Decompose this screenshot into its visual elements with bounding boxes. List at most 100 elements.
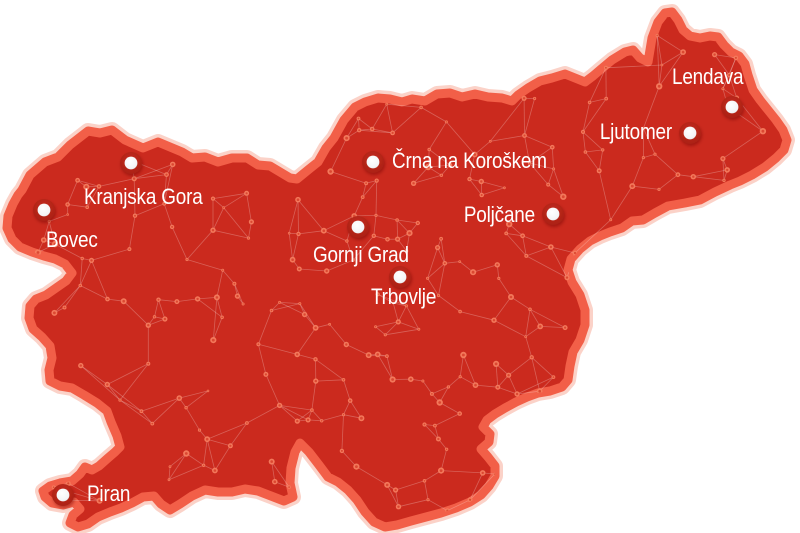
network-line	[526, 246, 552, 257]
network-line	[346, 344, 369, 356]
network-dot-core	[169, 466, 171, 468]
network-line	[80, 365, 121, 401]
network-dot-core	[288, 486, 290, 488]
network-line	[68, 482, 100, 502]
network-line	[362, 180, 378, 198]
network-dot-core	[90, 259, 93, 262]
network-dot-core	[426, 277, 429, 279]
network-dot-core	[311, 409, 313, 411]
network-line	[574, 219, 611, 254]
city-marker-kranjska-gora[interactable]	[120, 152, 142, 174]
network-dot-core	[582, 131, 584, 133]
network-dot-core	[196, 297, 199, 301]
city-marker-gornji-grad[interactable]	[347, 216, 369, 238]
network-dot-core	[106, 383, 109, 386]
network-dot-core	[184, 452, 188, 455]
network-dot-core	[386, 103, 388, 105]
network-line	[377, 354, 393, 380]
network-dot-core	[561, 195, 565, 199]
network-dot-core	[525, 336, 527, 338]
city-marker-piran[interactable]	[52, 484, 74, 506]
network-line	[654, 153, 679, 175]
network-line	[129, 215, 136, 250]
network-dot-core	[198, 429, 201, 431]
network-line	[67, 180, 78, 205]
network-line	[296, 327, 316, 355]
network-line	[323, 230, 348, 242]
network-dot-core	[656, 34, 658, 37]
network-line	[148, 318, 166, 326]
network-line	[529, 162, 554, 170]
network-line	[212, 207, 225, 231]
network-line	[396, 219, 398, 240]
network-line	[722, 130, 764, 159]
network-dot-core	[533, 97, 536, 100]
network-line	[643, 86, 660, 129]
city-marker-ljutomer[interactable]	[679, 122, 701, 144]
network-line	[631, 157, 644, 187]
network-line	[481, 181, 505, 189]
network-line	[714, 54, 736, 59]
network-dot-core	[247, 237, 250, 239]
network-line	[550, 246, 576, 254]
network-line	[258, 310, 272, 345]
network-line	[510, 296, 531, 310]
network-dot-core	[445, 121, 448, 123]
network-line	[107, 363, 149, 385]
network-dot-core	[692, 175, 695, 178]
marker-dot-icon	[393, 270, 407, 284]
marker-dot-icon	[37, 203, 51, 217]
network-line	[298, 230, 324, 235]
network-line	[427, 247, 438, 279]
network-line	[258, 343, 298, 355]
network-line	[246, 193, 252, 222]
network-line	[214, 445, 231, 471]
network-dot-core	[185, 406, 187, 409]
network-line	[506, 233, 523, 237]
network-dot-core	[538, 325, 542, 328]
network-line	[168, 466, 171, 480]
city-marker-lendava[interactable]	[721, 96, 743, 118]
network-line	[186, 453, 204, 466]
network-line	[346, 240, 354, 261]
city-marker-bovec[interactable]	[33, 199, 55, 221]
network-dot-core	[340, 449, 343, 452]
city-marker-trbovlje[interactable]	[389, 266, 411, 288]
network-line	[550, 246, 568, 278]
network-line	[321, 414, 344, 422]
network-line	[397, 219, 418, 224]
city-marker-poljcane[interactable]	[542, 203, 564, 225]
network-line	[524, 135, 530, 164]
network-dot-core	[459, 261, 461, 263]
network-line	[176, 298, 198, 302]
network-dot-core	[386, 238, 389, 241]
network-dot-core	[171, 225, 174, 228]
network-dot-core	[147, 324, 150, 327]
network-dot-core	[355, 465, 358, 468]
city-marker-crna-na-koroskem[interactable]	[362, 151, 384, 173]
network-line	[207, 438, 231, 447]
network-line	[354, 215, 377, 217]
network-dot-core	[642, 127, 645, 129]
network-dot-core	[681, 50, 685, 54]
network-line	[377, 293, 407, 307]
network-line	[497, 386, 518, 395]
network-dot-core	[525, 255, 528, 257]
network-dot-core	[459, 310, 461, 313]
network-line	[490, 135, 525, 142]
network-line	[392, 302, 399, 323]
network-line	[54, 243, 83, 259]
network-dot-core	[630, 184, 634, 188]
network-dot-core	[322, 229, 326, 232]
network-line	[271, 461, 290, 488]
network-dot-core	[588, 101, 591, 104]
network-line	[133, 178, 136, 216]
network-line	[395, 489, 399, 507]
city-label-lendava: Lendava	[672, 65, 744, 90]
network-line	[377, 293, 394, 304]
network-line	[497, 374, 509, 388]
network-line	[265, 374, 280, 406]
network-line	[643, 153, 656, 158]
network-dot-core	[79, 284, 82, 287]
network-dot-core	[325, 269, 328, 273]
